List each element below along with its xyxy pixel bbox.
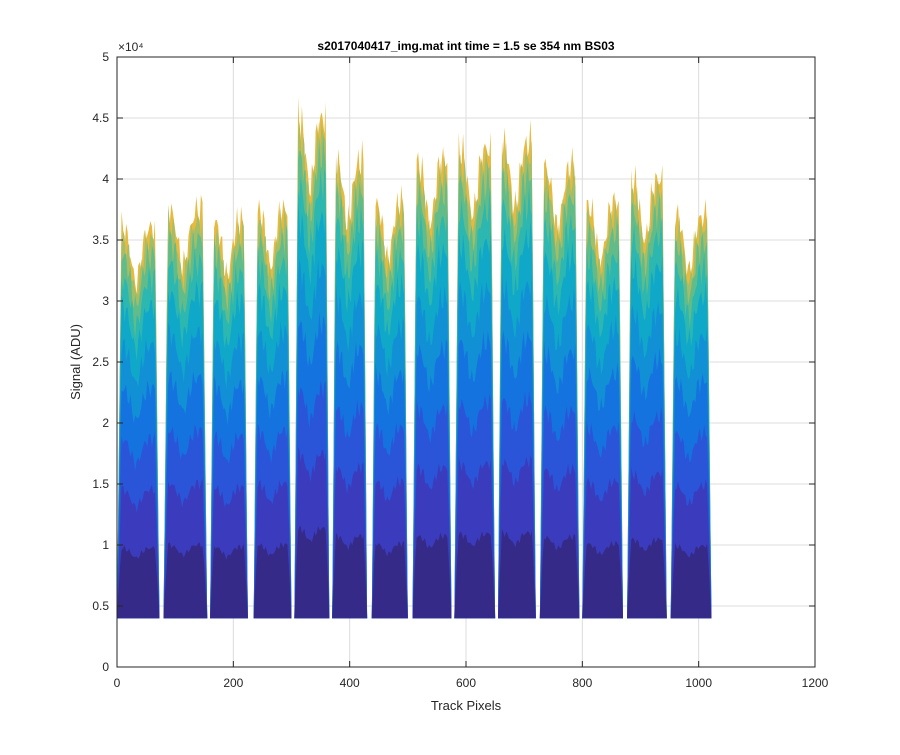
layer-0 [117, 525, 712, 619]
stripe-12-layer-0 [627, 537, 667, 619]
y-tick-label-6: 3 [102, 294, 109, 308]
y-tick-label-0: 0 [102, 660, 109, 674]
stripe-4-layer-0 [294, 525, 330, 619]
stripe-7-layer-0 [412, 532, 452, 619]
x-tick-label-3: 600 [456, 676, 476, 690]
y-tick-label-9: 4.5 [92, 111, 109, 125]
x-axis-label: Track Pixels [431, 698, 502, 713]
y-axis-label: Signal (ADU) [68, 324, 83, 400]
stripe-11-layer-0 [582, 540, 623, 619]
series-layers [117, 96, 712, 619]
stripe-0-layer-0 [117, 545, 160, 619]
x-tick-label-5: 1000 [685, 676, 712, 690]
y-tick-label-5: 2.5 [92, 355, 109, 369]
stripe-10-layer-0 [539, 534, 580, 619]
stripe-13-layer-0 [670, 542, 712, 619]
stripe-8-layer-0 [454, 531, 496, 619]
stripe-1-layer-0 [163, 542, 208, 619]
x-tick-label-2: 400 [340, 676, 360, 690]
y-exponent-label: ×10⁴ [118, 40, 144, 54]
stripe-2-layer-0 [210, 544, 248, 619]
y-tick-label-2: 1 [102, 538, 109, 552]
y-tick-label-3: 1.5 [92, 477, 109, 491]
ticks: 0 200 400 600 800 1000 1200 0 0.5 1 1.5 2 2.5 3 3.5 4 4.… [92, 50, 828, 690]
chart-title: s2017040417_img.mat int time = 1.5 se 35… [317, 39, 615, 53]
stripe-9-layer-0 [498, 528, 536, 619]
y-tick-label-7: 3.5 [92, 233, 109, 247]
y-tick-label-1: 0.5 [92, 599, 109, 613]
y-tick-label-8: 4 [102, 172, 109, 186]
x-tick-label-1: 200 [223, 676, 243, 690]
y-tick-label-4: 2 [102, 416, 109, 430]
stripe-5-layer-0 [332, 532, 368, 619]
x-tick-label-0: 0 [114, 676, 121, 690]
stripe-3-layer-0 [253, 542, 292, 619]
stripe-6-layer-0 [371, 541, 408, 619]
x-tick-label-6: 1200 [802, 676, 829, 690]
x-tick-label-4: 800 [572, 676, 592, 690]
y-tick-label-10: 5 [102, 50, 109, 64]
